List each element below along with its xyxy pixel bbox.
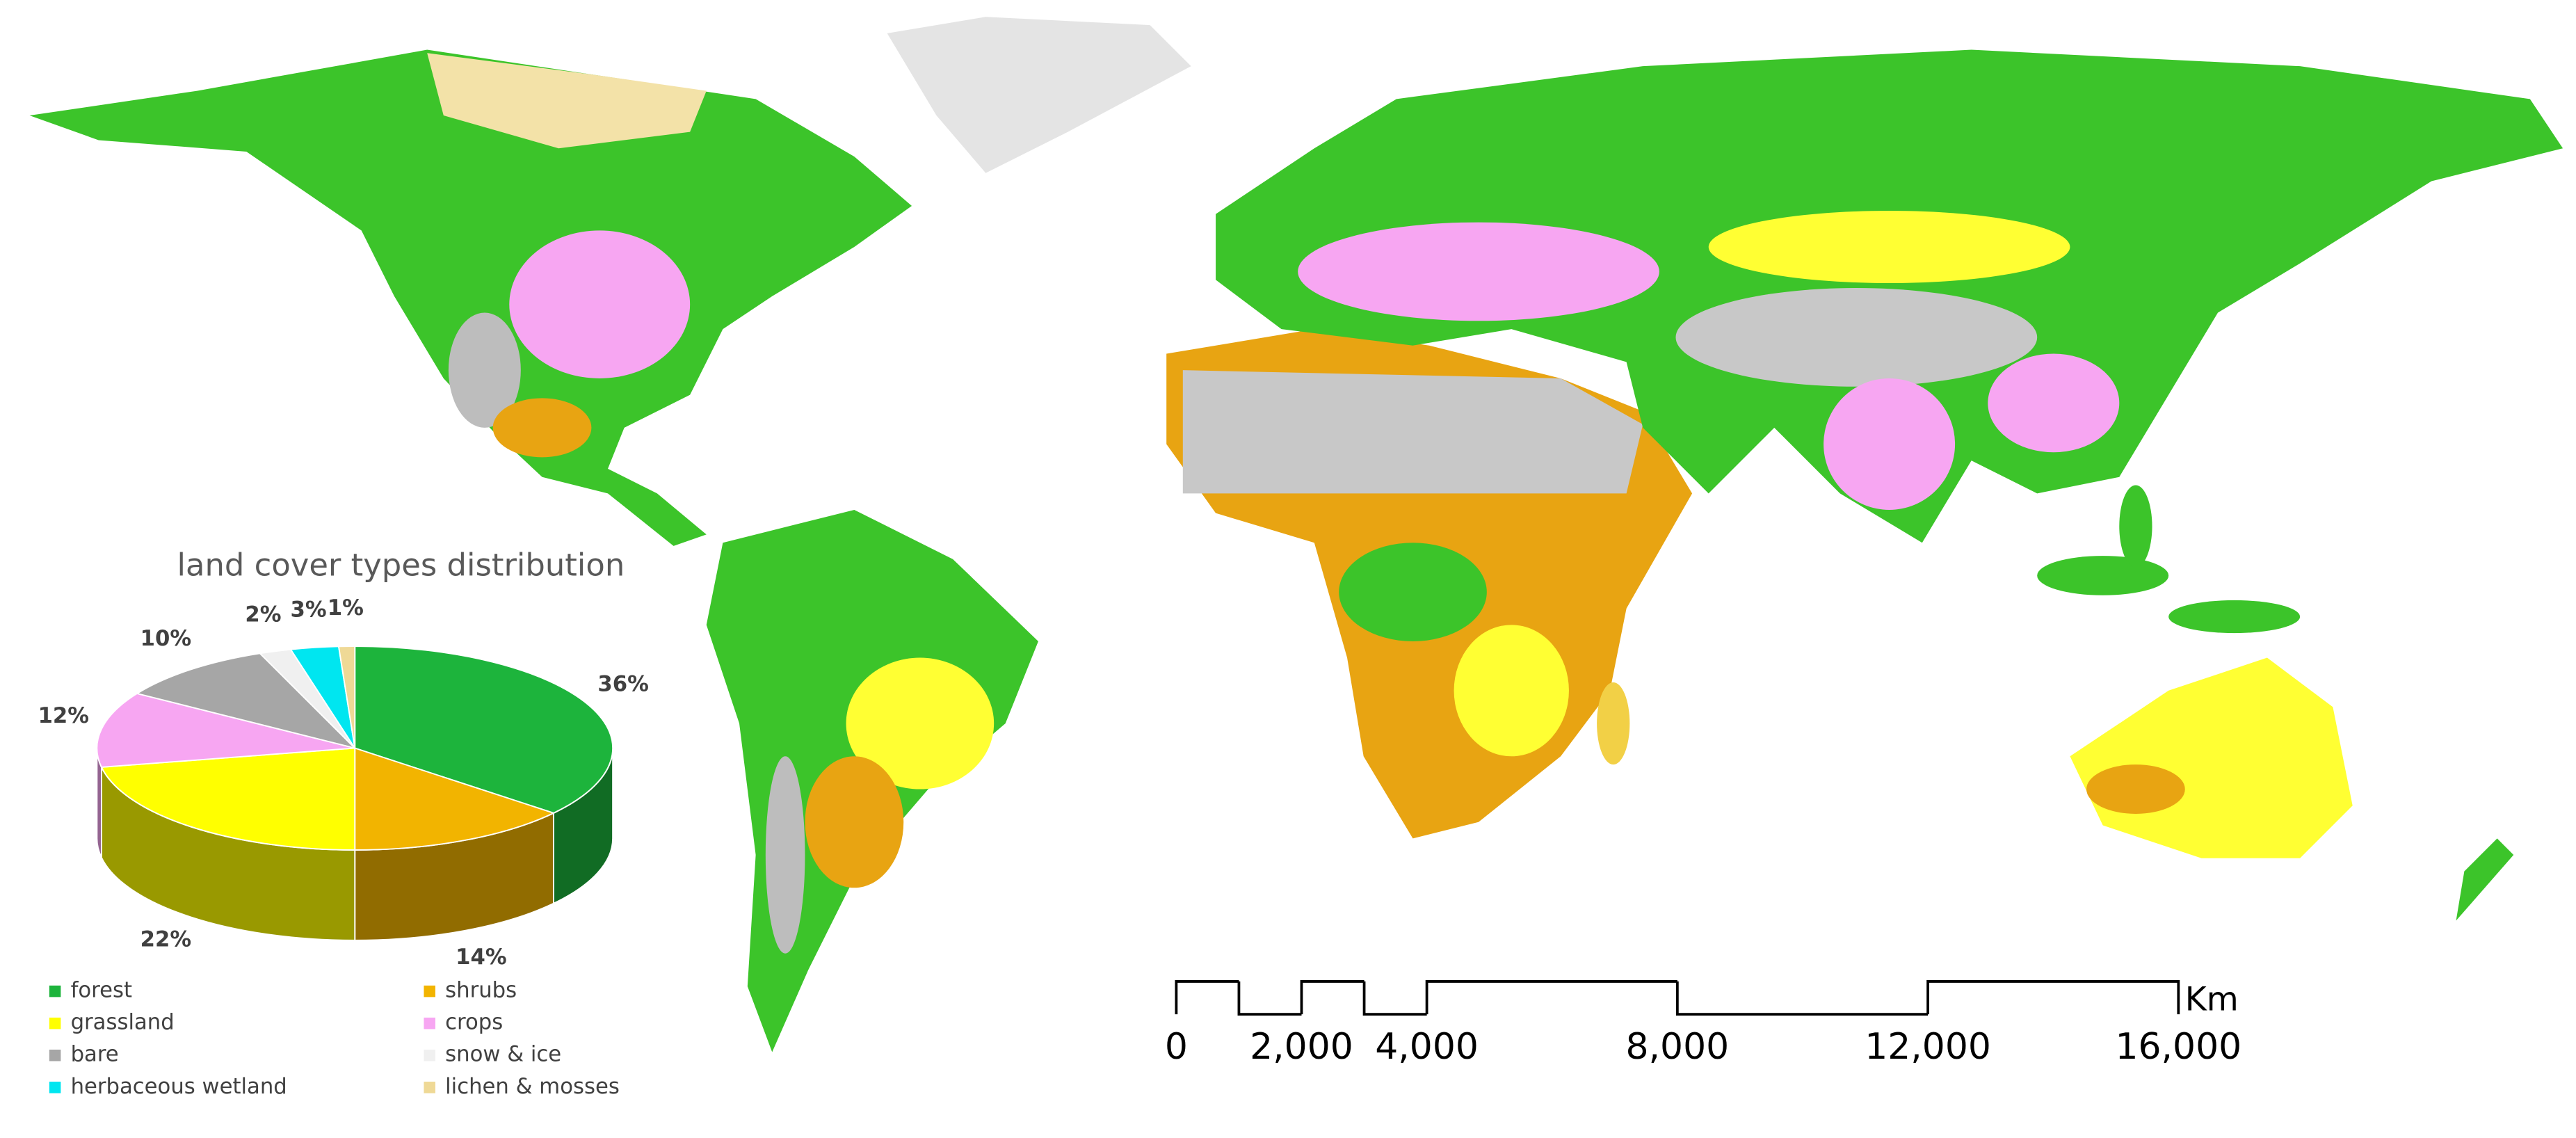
legend-label: snow & ice bbox=[445, 1043, 561, 1067]
shrub-area bbox=[805, 756, 904, 888]
legend-label: herbaceous wetland bbox=[71, 1075, 287, 1099]
pie-slice bbox=[354, 646, 614, 814]
pie-title: land cover types distribution bbox=[177, 547, 625, 584]
pie-label: 3% bbox=[290, 598, 326, 622]
scale-bar: Km 0 2,000 4,000 8,000 12,000 16,000 bbox=[1165, 980, 2241, 1068]
pie-label: 10% bbox=[140, 627, 191, 651]
legend-label: bare bbox=[71, 1043, 119, 1067]
scale-tick-label: 2,000 bbox=[1250, 1026, 1353, 1068]
grassland-area bbox=[1708, 211, 2070, 283]
scale-tick-label: 0 bbox=[1165, 1026, 1188, 1068]
pie-slice bbox=[96, 692, 355, 768]
shrub-area bbox=[492, 398, 592, 458]
pie-label: 2% bbox=[245, 602, 281, 627]
legend-swatch bbox=[424, 1049, 435, 1061]
legend-label: grassland bbox=[71, 1011, 175, 1035]
legend-swatch bbox=[424, 985, 435, 997]
scale-tick-label: 16,000 bbox=[2115, 1026, 2241, 1068]
grassland-area bbox=[1454, 625, 1569, 757]
scale-segment bbox=[1675, 981, 1929, 1016]
scale-tick-label: 4,000 bbox=[1375, 1026, 1479, 1068]
scale-segment bbox=[1175, 980, 1239, 1015]
legend-label: forest bbox=[71, 979, 132, 1003]
scale-segment bbox=[1425, 980, 1677, 1015]
world-map bbox=[29, 17, 2563, 1052]
grassland-area bbox=[846, 657, 995, 790]
pie-label: 14% bbox=[456, 945, 506, 970]
scale-tick-label: 12,000 bbox=[1865, 1026, 1991, 1068]
crops-area bbox=[1988, 353, 2120, 453]
crops-area bbox=[1298, 222, 1659, 321]
madagascar bbox=[1597, 682, 1630, 765]
scale-tick-label: 8,000 bbox=[1625, 1026, 1729, 1068]
pie-label: 22% bbox=[140, 928, 191, 952]
bare-area bbox=[765, 756, 805, 954]
scale-segment bbox=[1300, 980, 1365, 1015]
pie-slice bbox=[100, 747, 356, 851]
bare-area bbox=[448, 312, 521, 428]
north-america bbox=[29, 49, 912, 546]
legend-swatch bbox=[49, 1017, 61, 1029]
pie-label: 12% bbox=[38, 704, 89, 728]
bare-area bbox=[1675, 288, 2038, 387]
scale-unit: Km bbox=[2185, 980, 2239, 1018]
island bbox=[2168, 600, 2301, 634]
legend-swatch bbox=[424, 1082, 435, 1093]
pie-slice bbox=[135, 652, 357, 750]
pie-label: 1% bbox=[328, 596, 364, 620]
australia bbox=[2070, 657, 2353, 858]
scale-segment bbox=[1362, 981, 1427, 1016]
scale-segment bbox=[1926, 980, 2180, 1015]
shrub-area bbox=[2086, 764, 2185, 814]
pie-chart: 36% 14% 22% 12% 10% 2% 3% 1% bbox=[38, 596, 649, 970]
legend: forest shrubs grassland crops bare snow & ice… bbox=[49, 979, 620, 1099]
legend-label: crops bbox=[445, 1011, 503, 1035]
sahara bbox=[1182, 370, 1643, 494]
crops-area bbox=[1824, 378, 1956, 510]
scale-segment bbox=[1237, 981, 1302, 1016]
crops-area bbox=[509, 230, 691, 378]
legend-swatch bbox=[49, 1082, 61, 1093]
legend-swatch bbox=[424, 1017, 435, 1029]
island bbox=[2119, 485, 2152, 568]
legend-label: lichen & mosses bbox=[445, 1075, 620, 1099]
arctic-lichen bbox=[427, 53, 707, 149]
legend-label: shrubs bbox=[445, 979, 517, 1003]
pie-slice bbox=[354, 747, 556, 851]
pie-label: 36% bbox=[597, 672, 648, 696]
legend-swatch bbox=[49, 985, 61, 997]
legend-swatch bbox=[49, 1049, 61, 1061]
greenland bbox=[887, 17, 1191, 173]
pie-slice bbox=[337, 646, 356, 748]
island bbox=[2037, 556, 2169, 595]
forest-area bbox=[1339, 543, 1487, 641]
new-zealand bbox=[2456, 838, 2514, 921]
